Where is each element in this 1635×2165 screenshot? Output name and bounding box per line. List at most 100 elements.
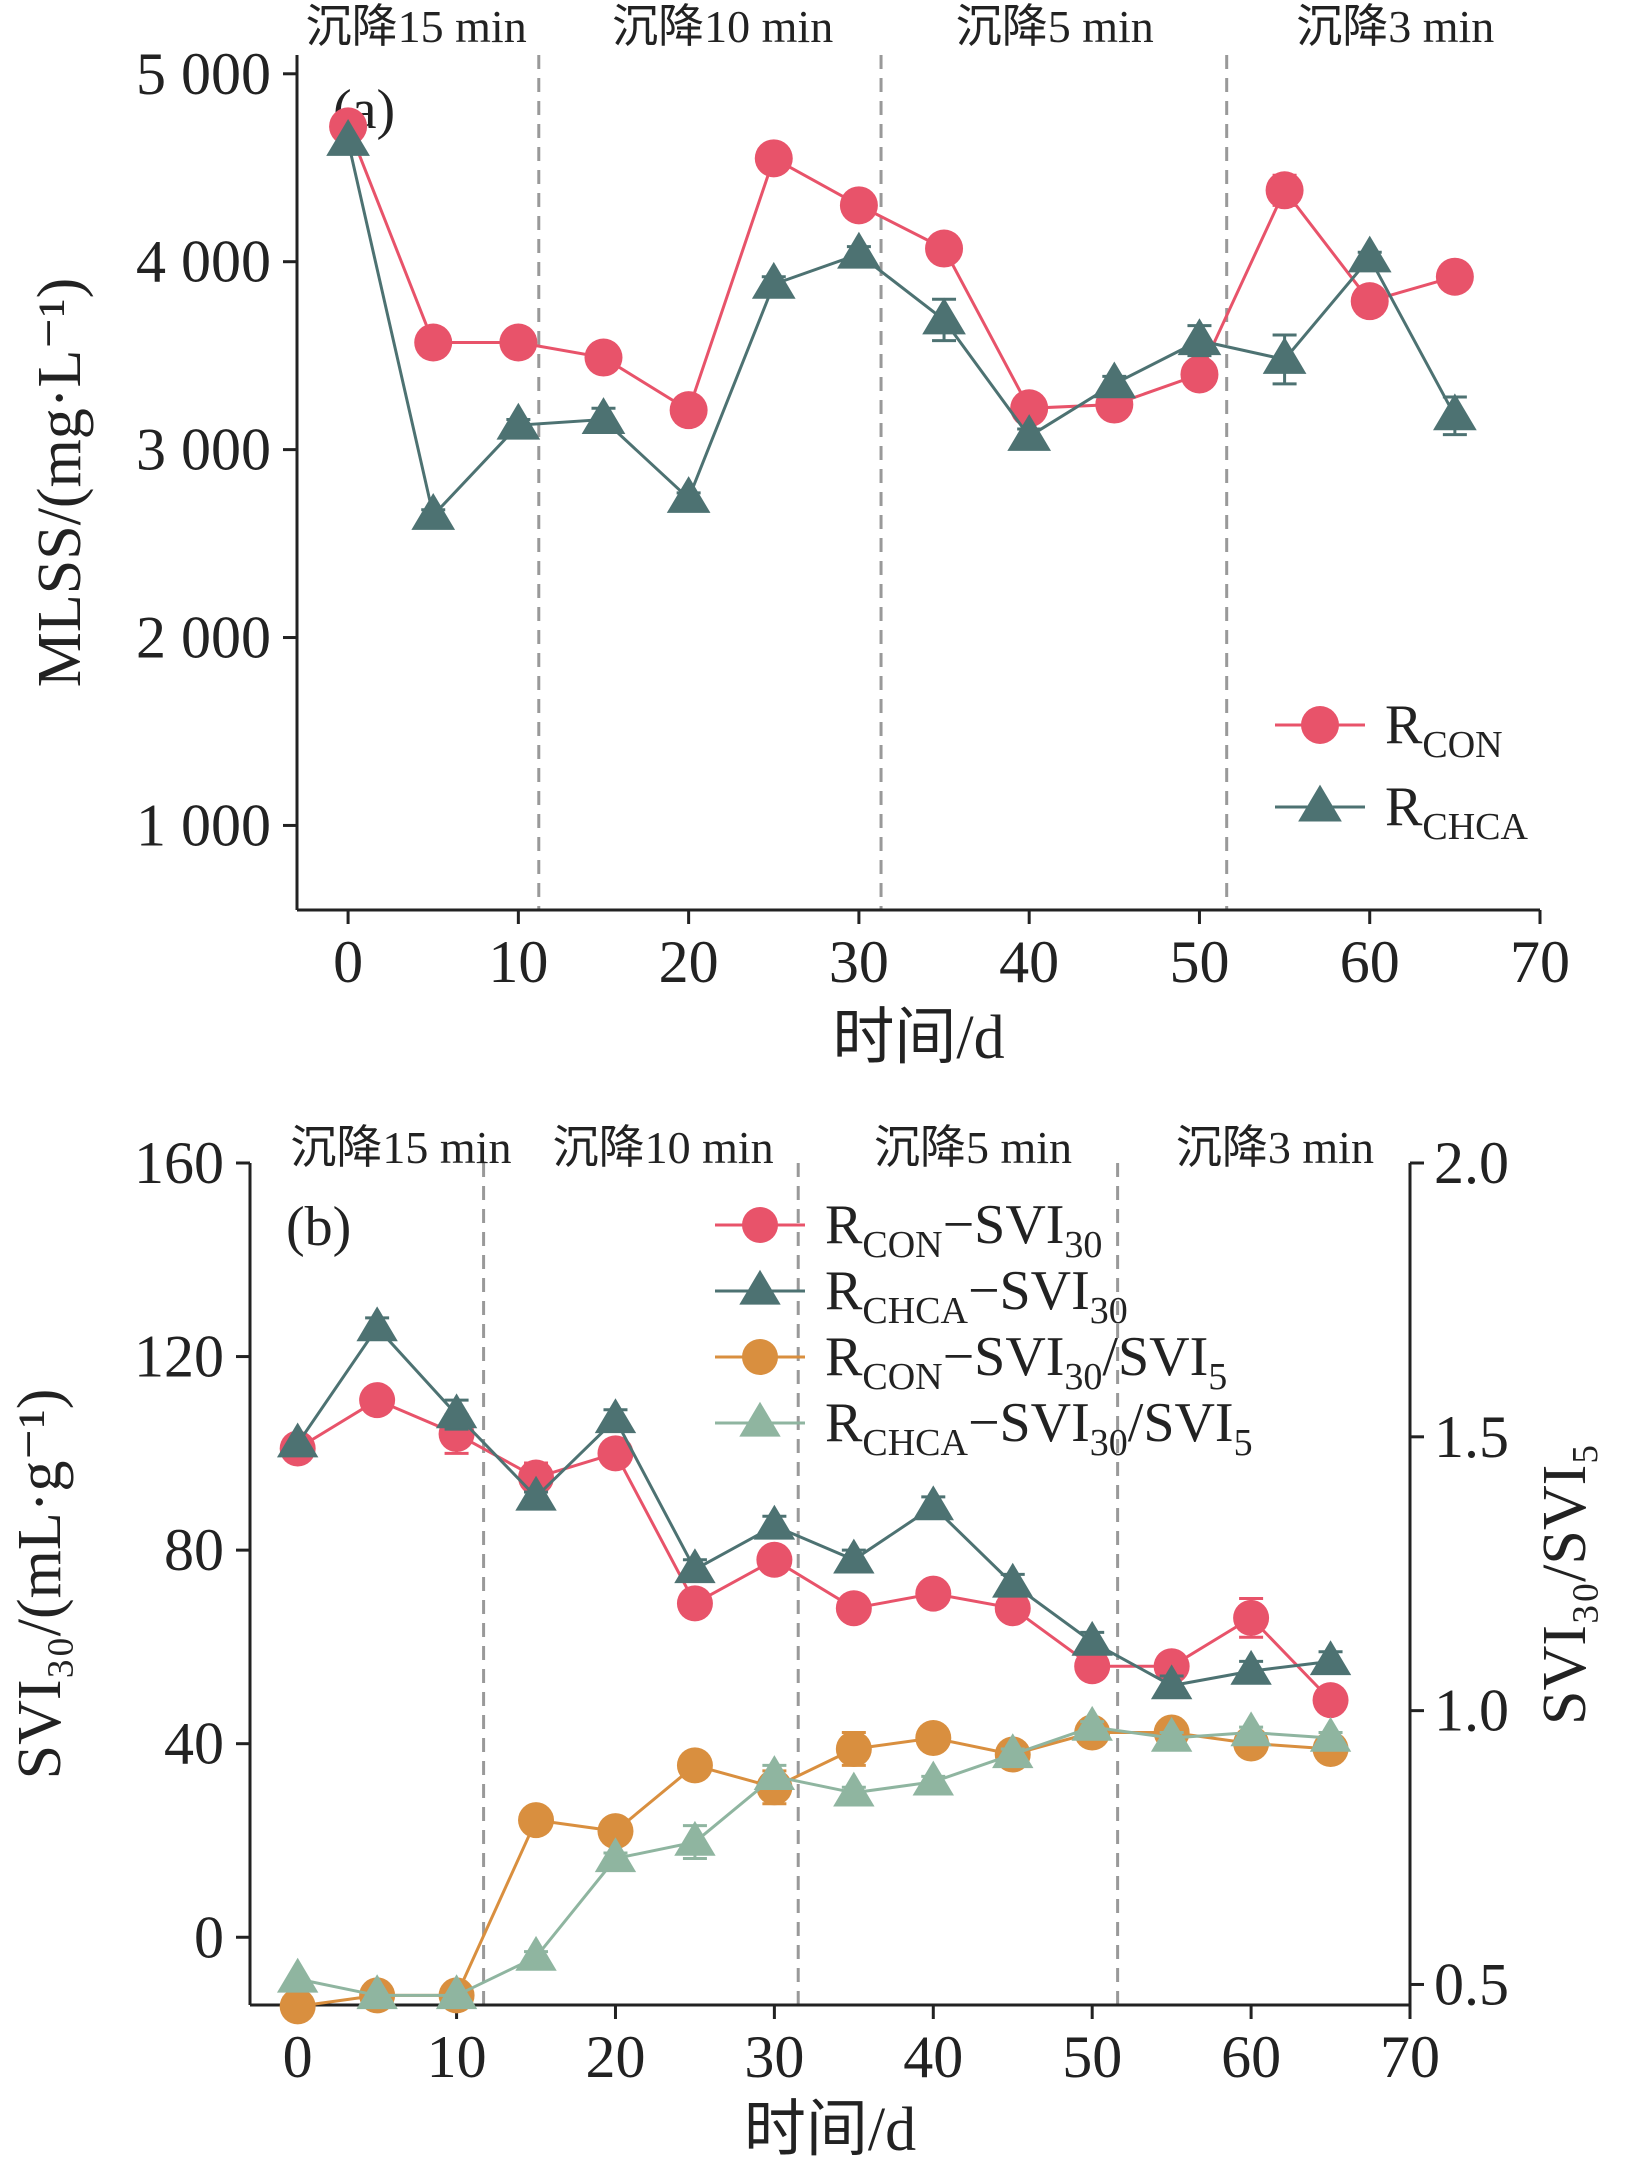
x-tick-label: 40	[999, 929, 1059, 995]
x-tick-label: 70	[1510, 929, 1570, 995]
data-point	[676, 1585, 713, 1622]
data-point	[837, 231, 881, 269]
axes: 0 10 20 30 40 50 60 70 1 000 2 000 3 000 4 000 5 000	[136, 41, 1570, 995]
data-point	[1177, 318, 1222, 356]
panel-a-chart: 沉降15 min 沉降10 min 沉降5 min 沉降3 min 0 10 20 30 40 5…	[26, 1, 1570, 1072]
legend-marker	[1298, 784, 1342, 822]
series-3	[276, 1705, 1352, 2010]
x-tick-label: 20	[585, 2024, 645, 2090]
phase-label: 沉降5 min	[956, 1, 1154, 52]
data-point	[499, 323, 538, 362]
y2-tick-label: 1.5	[1434, 1404, 1509, 1470]
data-point	[676, 1747, 713, 1784]
data-point	[1071, 1705, 1113, 1741]
y-tick-label: 80	[164, 1517, 224, 1583]
x-tick-label: 10	[488, 929, 548, 995]
data-point	[925, 229, 964, 268]
data-point	[435, 1393, 478, 1429]
x-tick-label: 60	[1340, 929, 1400, 995]
data-point	[359, 1382, 396, 1419]
data-point	[411, 493, 456, 530]
data-point	[1007, 414, 1052, 451]
data-point	[666, 476, 711, 513]
phase-label: 沉降3 min	[1176, 1122, 1374, 1173]
x-tick-label: 20	[659, 929, 719, 995]
data-point	[1262, 337, 1307, 374]
data-point	[1435, 257, 1474, 296]
series-line	[297, 1731, 1331, 2008]
y-tick-label: 160	[134, 1130, 224, 1196]
legend-marker	[742, 1207, 778, 1243]
data-point	[1230, 1649, 1272, 1685]
data-point	[1347, 235, 1392, 273]
legend-marker	[739, 1269, 781, 1305]
data-point	[992, 1733, 1034, 1769]
series-0	[329, 107, 1474, 430]
panel-b-chart: 沉降15 min 沉降10 min 沉降5 min 沉降3 min 0 10 20 30 40 5…	[6, 1122, 1599, 2164]
data-point	[756, 1541, 793, 1578]
x-tick-label: 0	[283, 2024, 313, 2090]
data-point	[276, 1422, 319, 1458]
data-point	[1071, 1620, 1113, 1656]
data-point	[435, 1974, 478, 2010]
x-tick-label: 50	[1062, 2024, 1122, 2090]
legend-entry: RCHCA−SVI30/SVI5	[825, 1392, 1253, 1464]
series-line	[346, 141, 1457, 519]
phase-label: 沉降15 min	[306, 1, 527, 52]
y2-tick-label: 0.5	[1434, 1951, 1509, 2017]
data-point	[753, 1504, 796, 1540]
data-point	[835, 1590, 872, 1627]
legend-entry: RCON−SVI30	[825, 1194, 1102, 1266]
y-tick-label: 0	[194, 1904, 224, 1970]
legend-entry: RCHCA−SVI30	[825, 1260, 1128, 1332]
data-point	[1150, 1664, 1193, 1700]
y-tick-label: 3 000	[136, 417, 271, 483]
data-point	[833, 1771, 875, 1807]
data-point	[1309, 1640, 1352, 1676]
phase-label: 沉降5 min	[874, 1122, 1072, 1173]
data-point	[753, 1755, 796, 1791]
data-point	[922, 297, 966, 335]
data-point	[1150, 1716, 1193, 1752]
data-point	[597, 1813, 634, 1850]
data-point	[1092, 361, 1137, 399]
x-tick-label: 30	[829, 929, 889, 995]
data-point	[915, 1720, 952, 1757]
data-point	[833, 1538, 875, 1574]
data-point	[912, 1485, 954, 1521]
series-1	[326, 119, 1477, 530]
x-tick-label: 60	[1221, 2024, 1281, 2090]
x-tick-label: 10	[427, 2024, 487, 2090]
data-point	[1312, 1682, 1349, 1719]
data-point	[992, 1562, 1034, 1598]
x-tick-label: 0	[333, 929, 363, 995]
legend-marker	[1301, 706, 1339, 744]
legend-marker	[742, 1339, 778, 1375]
data-point	[326, 119, 370, 156]
data-point	[1233, 1599, 1270, 1636]
data-point	[1265, 171, 1304, 210]
x-tick-label: 30	[744, 2024, 804, 2090]
data-point	[515, 1475, 557, 1511]
x-tick-label: 50	[1169, 929, 1229, 995]
x-axis-label: 时间/d	[744, 2096, 916, 2164]
series-line	[297, 1725, 1331, 1997]
phase-label: 沉降15 min	[290, 1122, 511, 1173]
data-point	[597, 1435, 634, 1472]
data-point	[414, 323, 453, 362]
y-tick-label: 5 000	[136, 41, 271, 107]
y-tick-label: 120	[134, 1324, 224, 1390]
phase-label: 沉降10 min	[612, 1, 833, 52]
data-point	[356, 1306, 398, 1342]
data-point	[835, 1730, 872, 1767]
data-point	[994, 1590, 1031, 1627]
legend: RCON RCHCA	[1275, 694, 1528, 848]
data-point	[279, 1988, 316, 2025]
series-1	[276, 1306, 1352, 1700]
y-axis-label: SVI₃₀/(mL·g⁻¹)	[6, 1389, 74, 1780]
legend: RCON−SVI30RCHCA−SVI30RCON−SVI30/SVI5RCHC…	[715, 1194, 1253, 1464]
data-point	[915, 1575, 952, 1612]
series-2	[279, 1714, 1349, 2025]
legend-marker	[739, 1401, 781, 1437]
data-point	[912, 1760, 954, 1796]
